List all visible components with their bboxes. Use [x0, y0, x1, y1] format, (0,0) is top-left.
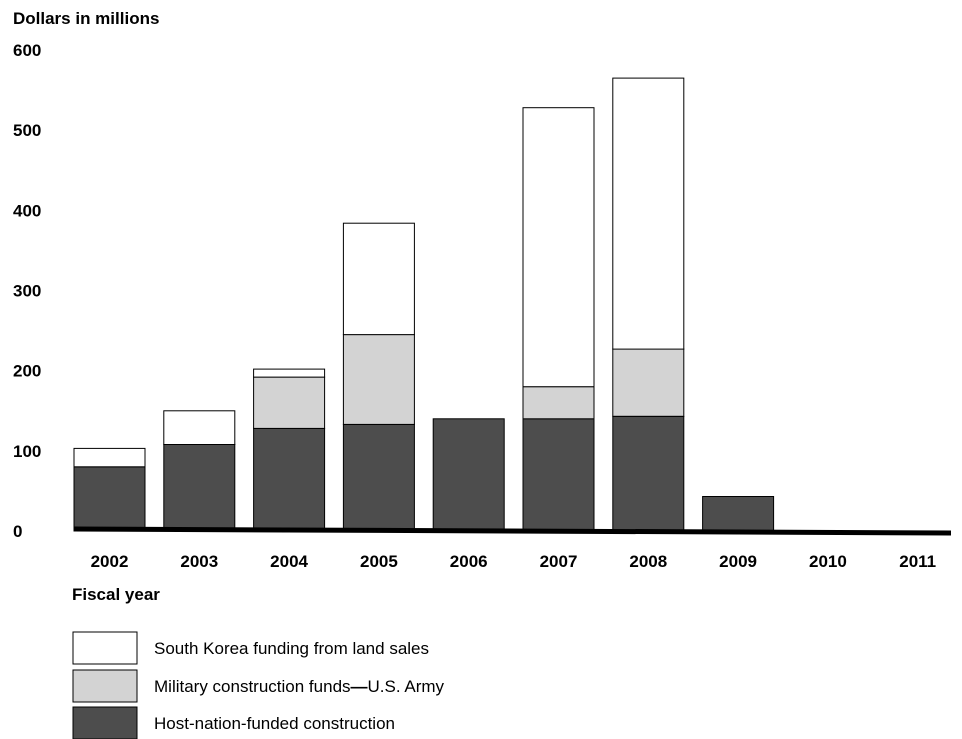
legend: South Korea funding from land sales Milit…: [72, 631, 445, 739]
x-axis-title: Fiscal year: [72, 585, 160, 604]
y-tick-label: 0: [13, 522, 22, 541]
bar-segment-2005-series-1: [342, 334, 415, 425]
x-tick-label: 2005: [360, 552, 398, 571]
bar-segment-2002-series-0: [73, 466, 146, 532]
legend-label-name: Host-nation-funded construction: [154, 714, 395, 733]
legend-label-name: Military construction funds: [154, 677, 351, 696]
y-tick-label: 500: [13, 121, 41, 140]
legend-swatch-2: [72, 631, 138, 665]
legend-label-1: Military construction funds—U.S. Army: [154, 677, 445, 696]
y-axis-title: Dollars in millions: [13, 9, 159, 28]
x-tick-label: 2011: [899, 552, 936, 571]
bar-segment-2003-series-2: [163, 410, 236, 445]
legend-swatch-1: [72, 669, 138, 703]
legend-label-name: South Korea funding from land sales: [154, 639, 429, 658]
y-tick-label: 200: [13, 362, 41, 381]
bar-segment-2003-series-0: [163, 443, 236, 532]
bar-segment-2007-series-0: [522, 418, 595, 532]
legend-swatch-0: [72, 706, 138, 739]
x-axis-ticks: 2002 2003 2004 2005 2006 2007 2008 2009 2010 2011: [91, 552, 937, 571]
bars: [73, 77, 775, 532]
bar-segment-2006-series-0: [432, 418, 505, 532]
bar-segment-2007-series-1: [522, 386, 595, 420]
x-tick-label: 2007: [540, 552, 578, 571]
x-tick-label: 2010: [809, 552, 847, 571]
x-tick-label: 2002: [91, 552, 129, 571]
x-tick-label: 2004: [270, 552, 308, 571]
x-tick-label: 2006: [450, 552, 488, 571]
y-tick-label: 100: [13, 442, 41, 461]
bar-segment-2005-series-0: [342, 423, 415, 532]
legend-label-suffix: U.S. Army: [368, 677, 445, 696]
x-tick-label: 2008: [629, 552, 667, 571]
bar-segment-2004-series-1: [253, 376, 326, 429]
y-tick-label: 400: [13, 201, 41, 220]
bar-segment-2009-series-0: [702, 496, 775, 532]
legend-label-0: Host-nation-funded construction: [154, 714, 395, 733]
bar-segment-2008-series-2: [612, 77, 685, 350]
legend-label-dash: —: [351, 677, 368, 696]
bar-segment-2008-series-1: [612, 348, 685, 417]
bar-segment-2008-series-0: [612, 415, 685, 532]
y-tick-label: 300: [13, 282, 41, 301]
bar-segment-2004-series-2: [253, 368, 326, 378]
y-tick-label: 600: [13, 41, 41, 60]
bar-segment-2002-series-2: [73, 447, 146, 468]
x-tick-label: 2003: [180, 552, 218, 571]
y-axis-ticks: 0 100 200 300 400 500 600: [13, 41, 41, 541]
bar-segment-2004-series-0: [253, 427, 326, 532]
legend-label-2: South Korea funding from land sales: [154, 639, 429, 658]
bar-segment-2007-series-2: [522, 107, 595, 388]
x-tick-label: 2009: [719, 552, 757, 571]
bar-segment-2005-series-2: [342, 222, 415, 336]
x-axis-baseline: [73, 526, 952, 536]
